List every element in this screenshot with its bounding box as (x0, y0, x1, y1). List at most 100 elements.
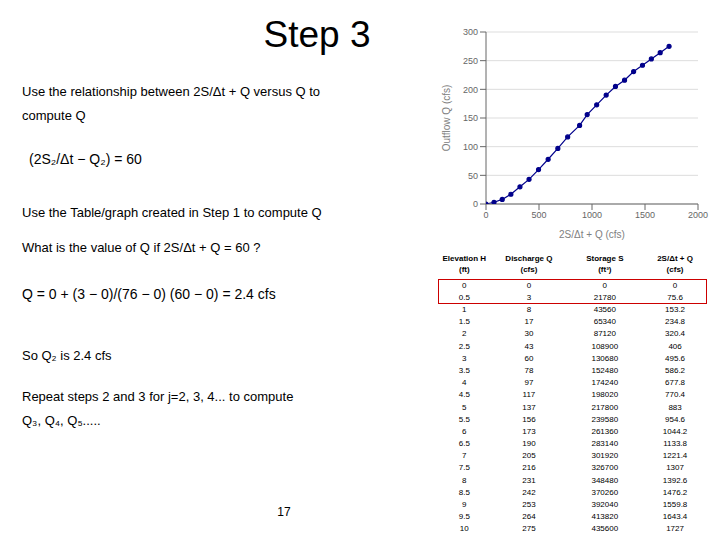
html-text:234.8: 234.8 (665, 317, 686, 327)
html-text:130680: 130680 (591, 353, 619, 363)
svg-text:1000: 1000 (582, 210, 602, 220)
html-text:Q₃, Q₄, Q₅.....: Q₃, Q₄, Q₅..... (22, 413, 101, 428)
html-text:954.6: 954.6 (665, 414, 686, 424)
html-text:43560: 43560 (593, 305, 616, 315)
svg-text:50: 50 (468, 171, 478, 181)
html-text:275: 275 (522, 524, 536, 534)
html-text:152480: 152480 (591, 366, 619, 375)
html-text:198020: 198020 (591, 390, 619, 400)
svg-text:200: 200 (463, 85, 478, 95)
html-text:30: 30 (524, 329, 534, 339)
html-text:43: 43 (524, 341, 534, 351)
html-text:190: 190 (522, 439, 536, 449)
svg-text:2S/Δt + Q (cfs): 2S/Δt + Q (cfs) (559, 229, 625, 240)
html-text:(cfs): (cfs) (666, 265, 684, 274)
html-text:264: 264 (522, 512, 536, 522)
html-text:2.5: 2.5 (458, 341, 470, 351)
html-text:65340: 65340 (593, 317, 616, 327)
html-text:231: 231 (522, 475, 536, 485)
html-text:9.5: 9.5 (458, 512, 470, 522)
html-text:So Q₂ is 2.4 cfs: So Q₂ is 2.4 cfs (22, 348, 112, 363)
html-text:6.5: 6.5 (458, 439, 470, 449)
html-text:Step 3: Step 3 (263, 14, 371, 55)
html-text:3.5: 3.5 (458, 366, 470, 375)
html-text:108900: 108900 (591, 341, 619, 351)
html-text:883: 883 (668, 402, 682, 412)
html-text:1643.4: 1643.4 (662, 512, 688, 522)
html-text:348480: 348480 (591, 475, 619, 485)
html-text:242: 242 (522, 487, 536, 497)
html-text:137: 137 (522, 402, 536, 412)
html-text:1307: 1307 (666, 463, 684, 473)
html-text:326700: 326700 (591, 463, 619, 473)
html-text:217800: 217800 (591, 402, 619, 412)
html-text:1392.6: 1392.6 (662, 475, 688, 485)
html-text:370260: 370260 (591, 487, 619, 497)
html-text:0.5: 0.5 (458, 293, 470, 302)
html-text:253: 253 (522, 500, 536, 509)
svg-text:300: 300 (463, 27, 478, 37)
html-text:2S/Δt + Q: 2S/Δt + Q (657, 254, 693, 263)
html-text:1133.8: 1133.8 (663, 439, 687, 449)
html-text:586.2: 586.2 (665, 366, 686, 375)
svg-text:0: 0 (473, 199, 478, 209)
svg-text:250: 250 (463, 56, 478, 66)
html-text:17: 17 (277, 505, 291, 519)
html-text:153.2: 153.2 (665, 305, 686, 315)
html-text:78: 78 (524, 366, 534, 375)
html-text:(ft³): (ft³) (598, 265, 612, 274)
html-text:174240: 174240 (591, 378, 619, 388)
html-text:60: 60 (524, 353, 534, 363)
html-text:1044.2: 1044.2 (662, 426, 688, 436)
html-text:7.5: 7.5 (458, 463, 470, 473)
html-text:320.4: 320.4 (665, 329, 686, 339)
html-text:What is the value of Q if 2S/Δ: What is the value of Q if 2S/Δt + Q = 60… (22, 240, 261, 255)
html-text:Q = 0 + (3 − 0)/(76 − 0) (60 −: Q = 0 + (3 − 0)/(76 − 0) (60 − 0) = 2.4 … (22, 286, 276, 302)
html-text:406: 406 (668, 341, 682, 351)
svg-text:0: 0 (483, 210, 488, 220)
html-text:5.5: 5.5 (458, 414, 470, 424)
html-text:301920: 301920 (591, 451, 619, 461)
html-text:compute Q: compute Q (22, 108, 86, 123)
svg-text:Outflow Q (cfs): Outflow Q (cfs) (441, 85, 452, 152)
svg-text:2000: 2000 (688, 210, 708, 220)
html-text:Repeat steps 2 and 3 for j=2,: Repeat steps 2 and 3 for j=2, 3, 4... to… (22, 389, 294, 404)
svg-text:150: 150 (463, 113, 478, 123)
html-text:495.6: 495.6 (665, 353, 686, 363)
html-text:Discharge Q: Discharge Q (505, 254, 553, 263)
html-text:Storage S: Storage S (586, 254, 624, 263)
html-text:261360: 261360 (591, 426, 619, 436)
html-text:10: 10 (459, 524, 469, 534)
html-text:677.8: 677.8 (665, 378, 686, 388)
html-text:770.4: 770.4 (665, 390, 686, 400)
html-text:97: 97 (524, 378, 534, 388)
html-text:173: 173 (522, 426, 536, 436)
html-text:Use the relationship between 2: Use the relationship between 2S/Δt + Q v… (22, 84, 321, 99)
html-text:413820: 413820 (591, 512, 619, 522)
html-text:1.5: 1.5 (458, 317, 470, 327)
html-text:216: 216 (522, 463, 536, 473)
html-text:117: 117 (522, 390, 536, 400)
html-text:435600: 435600 (591, 524, 619, 534)
html-text:1476.2: 1476.2 (662, 487, 688, 497)
html-text:Use the Table/graph created in: Use the Table/graph created in Step 1 to… (22, 205, 322, 220)
html-text:21780: 21780 (593, 293, 616, 302)
html-text:156: 156 (522, 414, 536, 424)
html-text:205: 205 (522, 451, 536, 461)
html-text:283140: 283140 (591, 439, 619, 449)
html-text:(ft): (ft) (459, 265, 470, 274)
svg-text:1500: 1500 (635, 210, 655, 220)
html-text:87120: 87120 (593, 329, 616, 339)
html-text:4.5: 4.5 (458, 390, 470, 400)
svg-text:100: 100 (463, 142, 478, 152)
html-text:Elevation H: Elevation H (442, 254, 487, 263)
html-text:17: 17 (524, 317, 534, 327)
html-text:75.6: 75.6 (667, 293, 683, 302)
html-text:1221.4: 1221.4 (662, 451, 688, 461)
svg-text:500: 500 (531, 210, 546, 220)
html-text:(cfs): (cfs) (520, 265, 538, 274)
html-text:239580: 239580 (591, 414, 619, 424)
html-text:(2S₂/Δt − Q₂) = 60: (2S₂/Δt − Q₂) = 60 (29, 151, 142, 167)
html-text:8.5: 8.5 (458, 487, 470, 497)
html-text:1727: 1727 (666, 524, 684, 534)
